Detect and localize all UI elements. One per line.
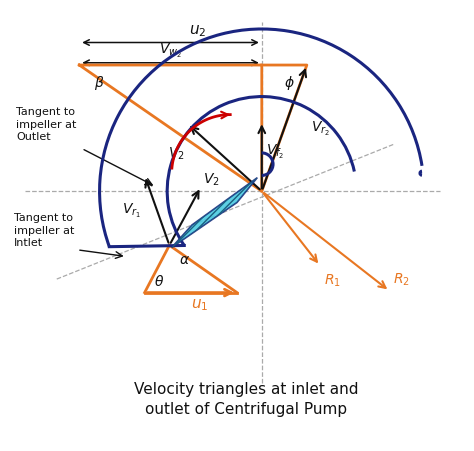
Text: $V_2$: $V_2$ [168,145,185,162]
Text: $\theta$: $\theta$ [154,273,164,289]
Text: $V_{r_1}$: $V_{r_1}$ [122,202,141,220]
Text: $u_2$: $u_2$ [189,23,206,39]
Text: $\beta$: $\beta$ [94,74,105,92]
Text: $R_2$: $R_2$ [393,271,410,287]
Text: Velocity triangles at inlet and
outlet of Centrifugal Pump: Velocity triangles at inlet and outlet o… [134,381,358,416]
Text: Tangent to
impeller at
Outlet: Tangent to impeller at Outlet [16,107,77,142]
Text: $V_{w_2}$: $V_{w_2}$ [159,42,182,60]
Text: $\alpha$: $\alpha$ [179,253,190,267]
Text: $\phi$: $\phi$ [284,74,295,92]
Text: Tangent to
impeller at
Intlet: Tangent to impeller at Intlet [14,212,74,247]
Polygon shape [172,178,257,248]
Text: $R_1$: $R_1$ [324,272,340,288]
Text: $u_1$: $u_1$ [191,297,209,312]
Text: $V_{r_2}$: $V_{r_2}$ [311,120,330,138]
Text: $V_2$: $V_2$ [203,171,220,187]
Text: $V_{f_2}$: $V_{f_2}$ [266,143,285,161]
